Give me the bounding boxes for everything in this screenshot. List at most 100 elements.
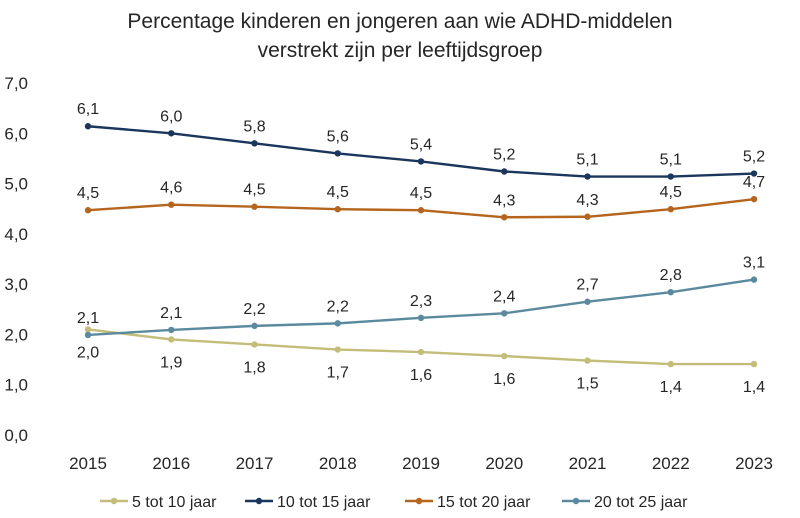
data-label: 2,7	[576, 277, 598, 294]
data-point	[667, 288, 674, 296]
series-line	[86, 328, 756, 366]
data-point	[84, 207, 92, 214]
y-tick-label: 6,0	[4, 124, 28, 143]
legend: 5 tot 10 jaar 10 tot 15 jaar 15 tot 20 jaa…	[100, 494, 688, 511]
data-label: 3,1	[743, 255, 765, 272]
series-layer	[84, 123, 758, 368]
y-tick-label: 2,0	[4, 325, 28, 344]
y-tick-label: 7,0	[4, 74, 28, 93]
x-tick-label: 2020	[485, 454, 523, 473]
y-tick-label: 4,0	[4, 225, 28, 244]
data-point	[750, 360, 758, 368]
data-label: 4,6	[160, 180, 182, 197]
x-tick-label: 2015	[69, 454, 107, 473]
y-tick-label: 5,0	[4, 175, 28, 194]
data-label: 4,5	[243, 182, 265, 199]
data-label: 1,4	[743, 379, 765, 396]
data-point	[584, 357, 591, 364]
data-point	[501, 310, 508, 317]
data-label: 6,0	[160, 108, 182, 125]
x-tick-label: 2016	[152, 454, 190, 473]
x-axis: 2015 2016 2017 2018 2019 2020 2021 2022 2023	[69, 454, 773, 473]
x-tick-label: 2019	[402, 454, 440, 473]
data-point	[334, 320, 341, 327]
legend-swatch-marker	[415, 497, 423, 505]
x-tick-label: 2023	[735, 454, 773, 473]
data-point	[168, 201, 175, 208]
data-label: 2,2	[243, 301, 265, 318]
legend-swatch-marker	[110, 497, 118, 505]
data-point	[750, 276, 758, 283]
chart-title-line-1: Percentage kinderen en jongeren aan wie …	[127, 10, 672, 33]
data-label: 1,9	[160, 354, 182, 371]
data-point	[667, 173, 674, 180]
data-point	[417, 158, 425, 165]
data-label: 1,5	[576, 376, 598, 393]
x-tick-label: 2022	[652, 454, 690, 473]
data-point	[84, 123, 92, 130]
data-point	[334, 206, 341, 213]
data-point	[84, 326, 92, 333]
legend-swatch-marker	[255, 497, 263, 505]
data-point	[417, 207, 425, 214]
data-label: 2,8	[660, 267, 682, 284]
data-point	[584, 213, 591, 220]
data-point	[251, 341, 258, 348]
y-tick-label: 3,0	[4, 275, 28, 294]
data-point	[667, 360, 674, 368]
data-point	[251, 140, 258, 147]
x-tick-label: 2021	[569, 454, 607, 473]
data-label: 2,4	[493, 288, 515, 305]
data-label: 1,6	[410, 367, 432, 384]
data-label: 1,6	[493, 371, 515, 388]
data-point	[334, 346, 341, 353]
data-point	[417, 314, 425, 322]
legend-label: 15 tot 20 jaar	[437, 494, 531, 511]
data-point	[750, 170, 758, 177]
data-label: 4,3	[576, 192, 598, 209]
data-label: 2,1	[160, 305, 182, 322]
data-point	[251, 322, 258, 330]
data-point	[84, 331, 92, 339]
data-label: 4,5	[77, 185, 99, 202]
data-label: 5,2	[493, 147, 515, 164]
data-point	[584, 173, 591, 180]
data-point	[334, 150, 341, 157]
data-point	[417, 348, 425, 356]
y-axis: 0,0 1,0 2,0 3,0 4,0 5,0 6,0 7,0	[4, 74, 28, 445]
data-point	[168, 326, 175, 334]
data-label: 5,8	[243, 118, 265, 135]
legend-label: 20 tot 25 jaar	[594, 494, 688, 511]
data-label: 4,7	[743, 174, 765, 191]
data-label: 5,4	[410, 136, 432, 153]
data-label: 4,5	[660, 184, 682, 201]
data-point	[251, 203, 258, 210]
data-label: 5,6	[327, 128, 349, 145]
data-label: 1,4	[660, 379, 682, 396]
data-point	[584, 298, 591, 305]
legend-swatch-marker	[572, 497, 580, 505]
data-point	[168, 130, 175, 137]
data-point	[501, 214, 508, 221]
data-label: 5,1	[576, 152, 598, 169]
chart-title-line-2: verstrekt zijn per leeftijdsgroep	[258, 39, 543, 62]
y-tick-label: 1,0	[4, 376, 28, 395]
data-label: 4,3	[493, 192, 515, 209]
data-label: 6,1	[77, 101, 99, 118]
data-labels-layer: 2,0 1,9 1,8 1,7 1,6 1,6 1,5 1,4 1,4 6,1 6,0 5,8 5,6 5…	[77, 101, 765, 396]
data-label: 2,1	[77, 310, 99, 327]
data-label: 1,8	[243, 359, 265, 376]
data-point	[168, 336, 175, 343]
data-point	[501, 168, 508, 175]
legend-label: 5 tot 10 jaar	[132, 494, 217, 511]
legend-label: 10 tot 15 jaar	[277, 494, 371, 511]
x-tick-label: 2018	[319, 454, 357, 473]
data-label: 4,5	[327, 184, 349, 201]
data-label: 5,2	[743, 149, 765, 166]
y-tick-label: 0,0	[4, 426, 28, 445]
data-point	[501, 352, 508, 360]
data-label: 2,3	[410, 293, 432, 310]
x-tick-label: 2017	[236, 454, 274, 473]
